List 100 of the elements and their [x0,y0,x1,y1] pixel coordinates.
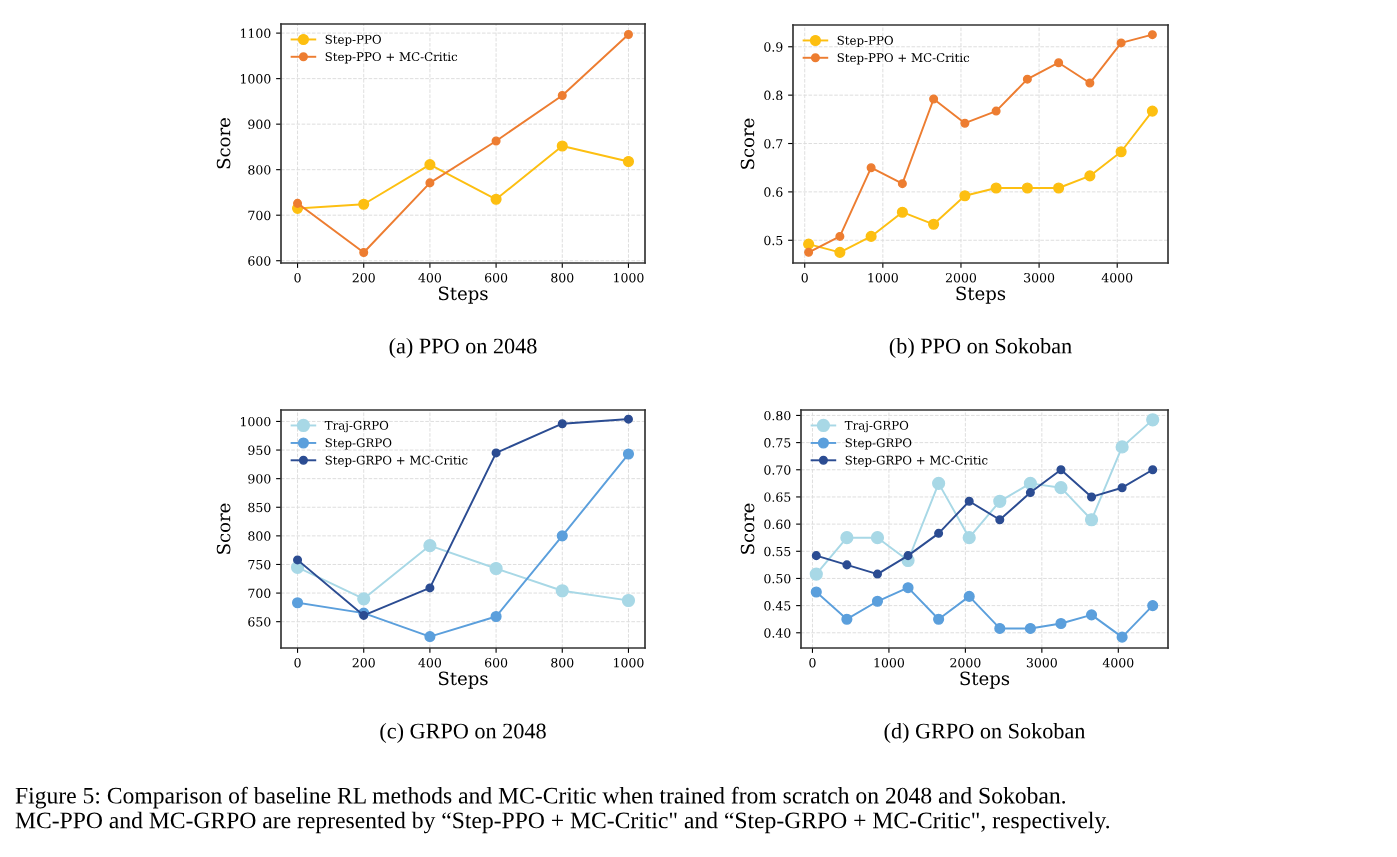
point [622,448,635,460]
point [809,567,823,581]
point [964,496,974,506]
point [810,586,822,598]
point [991,106,1001,116]
point [963,590,975,602]
x-tick-label: 400 [418,272,442,283]
y-tick-label: 850 [248,502,271,513]
point [557,90,567,100]
y-tick-label: 0.80 [764,410,791,421]
point [1147,30,1157,40]
point [1054,481,1068,495]
x-tick-label: 4000 [1101,272,1133,283]
point [424,159,436,171]
legend-label: Step-PPO [325,34,381,47]
x-tick-label: 1000 [874,657,904,668]
point [896,206,908,218]
y-tick-label: 0.75 [764,438,791,448]
x-axis-title: Steps [438,286,488,304]
point [1116,38,1126,48]
point [1117,483,1127,493]
x-tick-label: 4000 [1102,657,1134,668]
point [932,476,946,490]
y-tick-label: 650 [248,617,271,627]
x-axis-title: Steps [956,286,1006,304]
point [960,118,970,128]
point [897,179,907,189]
point [1115,440,1129,454]
point [557,419,567,429]
point [1024,622,1036,634]
point [556,530,568,542]
x-tick-label: 600 [485,657,508,668]
point [425,583,435,593]
point [929,94,939,104]
point [990,182,1002,194]
point [1115,146,1127,158]
y-tick-label: 1000 [240,74,271,84]
point [425,178,435,188]
point [1054,58,1064,68]
point [1085,609,1098,621]
point [928,218,940,230]
x-tick-label: 200 [352,272,375,283]
x-tick-label: 0 [294,272,301,283]
y-tick-label: 0.5 [764,235,783,246]
point [804,247,814,257]
y-axis-title: Score [740,118,755,169]
x-tick-label: 800 [551,272,574,283]
legend-label: Step-PPO + MC-Critic [325,52,458,64]
point [872,569,882,579]
y-tick-label: 800 [248,165,271,175]
legend-label: Step-GRPO [325,438,392,450]
x-tick-label: 3000 [1026,657,1057,668]
point [902,582,914,594]
y-tick-label: 0.9 [764,42,783,52]
point [489,561,503,576]
point [1147,600,1159,612]
point [359,248,369,258]
x-tick-label: 0 [294,657,301,668]
point [842,560,852,570]
point [293,198,303,208]
point [491,448,501,458]
y-tick-label: 800 [248,531,271,541]
text: (d) GRPO on Sokoban [884,722,1086,744]
y-tick-label: 1000 [240,416,271,427]
x-tick-label: 2000 [950,657,981,668]
point [811,551,821,561]
legend-label: Step-GRPO + MC-Critic [325,455,468,467]
legend-label: Step-PPO + MC-Critic [837,53,970,65]
point [358,198,370,210]
point [803,238,815,250]
x-tick-label: 1000 [868,272,898,283]
x-tick-label: 0 [801,272,808,283]
x-tick-label: 2000 [945,272,977,283]
point [1085,78,1095,88]
point [934,528,944,538]
point [1022,74,1032,84]
legend-label: Step-PPO [837,35,893,48]
point [995,515,1005,525]
y-tick-label: 0.6 [764,187,783,197]
y-tick-label: 0.7 [764,138,783,149]
text: (a) PPO on 2048 [389,337,537,359]
legend-label: Step-GRPO [845,438,912,450]
point [556,140,568,152]
point [962,531,976,545]
x-tick-label: 0 [809,657,816,668]
point [1146,105,1158,117]
text: (c) GRPO on 2048 [380,722,546,744]
y-tick-label: 0.50 [764,573,791,584]
x-tick-label: 600 [485,272,508,283]
y-tick-label: 900 [248,474,271,484]
point [1116,631,1128,643]
point [1055,617,1067,630]
point [841,613,853,625]
y-tick-label: 0.60 [764,519,791,530]
legend-label: Traj-GRPO [324,420,389,433]
point [293,555,303,565]
point [1056,465,1066,475]
y-tick-label: 0.45 [764,601,791,611]
point [423,538,437,553]
y-tick-label: 950 [248,445,271,455]
